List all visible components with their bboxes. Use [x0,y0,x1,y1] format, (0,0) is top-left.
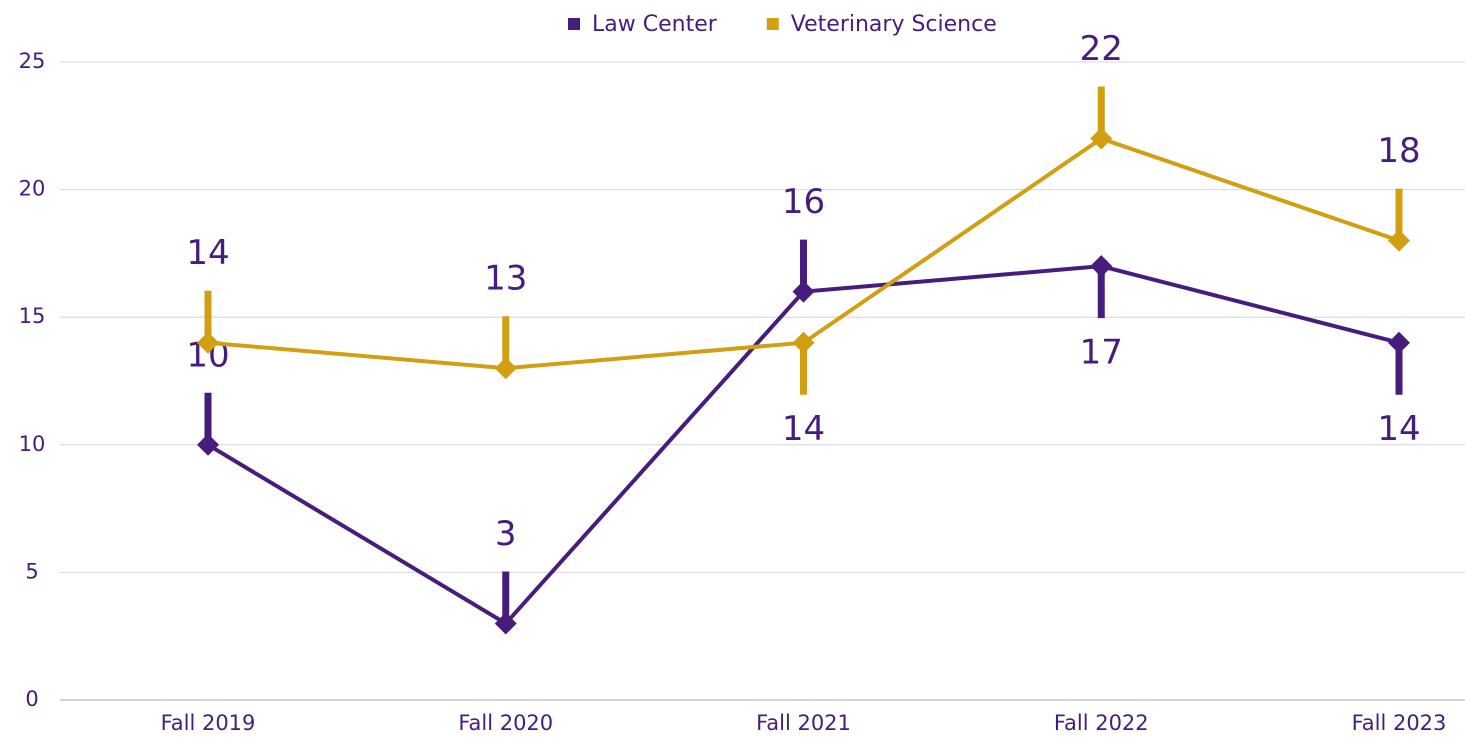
legend-label: Law Center [592,12,718,37]
y-tick-label: 0 [25,687,38,711]
marker [494,357,517,380]
marker [792,280,815,303]
marker [1090,255,1113,278]
data-label: 22 [1080,29,1123,69]
marker [494,612,517,635]
data-label: 17 [1080,333,1123,373]
legend-swatch [766,18,779,30]
data-label: 14 [782,409,825,449]
data-label: 14 [186,233,229,273]
y-tick-label: 10 [19,432,46,456]
x-tick-label: Fall 2020 [458,711,553,735]
data-label: 16 [782,182,825,222]
x-tick-label: Fall 2023 [1352,711,1447,735]
x-tick-label: Fall 2022 [1054,711,1149,735]
y-tick-label: 5 [25,559,38,583]
y-tick-label: 20 [19,177,46,201]
x-tick-label: Fall 2021 [756,711,851,735]
data-label: 13 [484,259,527,299]
marker [1090,127,1113,150]
marker [1388,331,1410,354]
marker [1388,229,1410,252]
x-tick-label: Fall 2019 [161,711,256,735]
y-tick-label: 15 [19,304,46,328]
data-label: 14 [1377,409,1420,449]
legend-label: Veterinary Science [791,12,997,37]
legend-swatch [568,18,580,30]
marker [197,331,219,354]
marker [792,331,815,354]
marker [197,433,219,456]
data-label: 3 [495,514,517,554]
y-tick-label: 25 [19,49,46,73]
data-label: 18 [1377,131,1420,171]
